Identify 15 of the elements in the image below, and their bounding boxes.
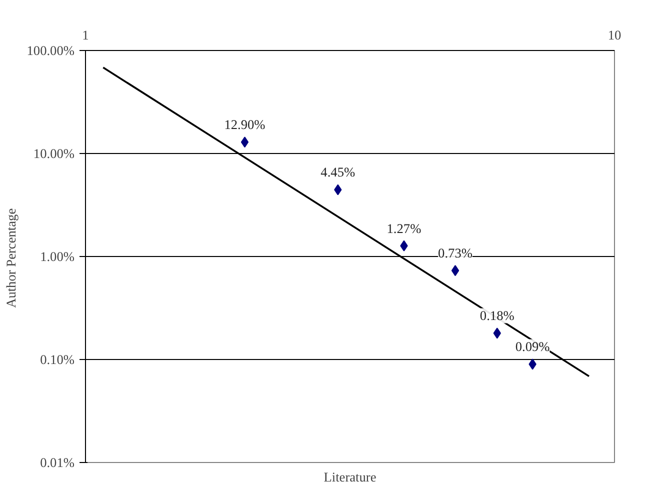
x-axis-title: Literature: [324, 470, 376, 484]
y-tick-label: 1.00%: [40, 249, 75, 264]
data-label: 0.09%: [515, 339, 550, 354]
data-label: 4.45%: [320, 164, 356, 180]
y-tick-label: 0.01%: [40, 455, 75, 470]
data-label: 1.27%: [386, 220, 422, 236]
data-label: 12.90%: [224, 117, 266, 132]
y-axis-title: Author Percentage: [4, 208, 19, 308]
data-label: 0.18%: [480, 308, 514, 324]
y-tick-label: 10.00%: [33, 146, 75, 161]
x-tick-label: 1: [82, 28, 89, 42]
y-tick-label: 0.10%: [40, 352, 75, 367]
x-tick-label: 10: [608, 28, 622, 42]
y-tick-label: 100.00%: [26, 43, 75, 58]
data-label: 0.73%: [438, 246, 472, 261]
